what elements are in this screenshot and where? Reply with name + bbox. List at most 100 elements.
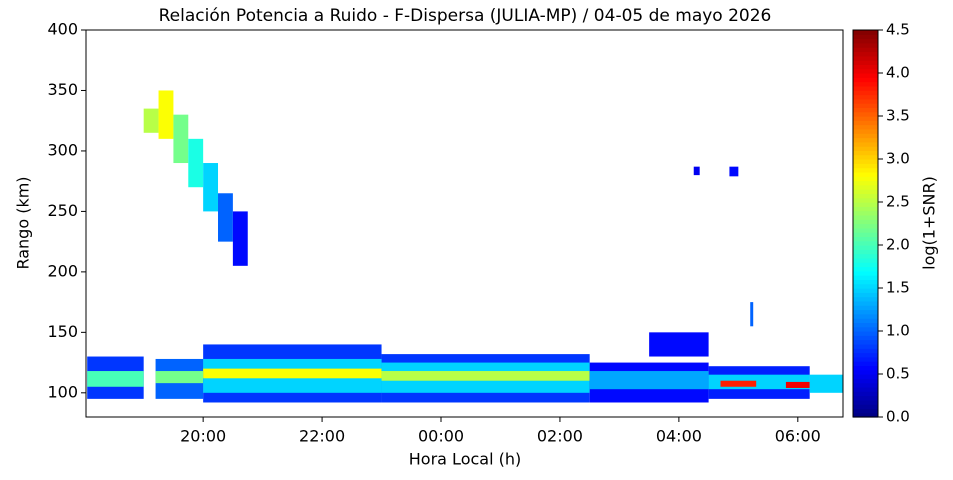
heatmap-cell <box>589 371 709 390</box>
colorbar-step <box>853 64 878 70</box>
heatmap-cell <box>809 374 843 393</box>
y-tick-label: 200 <box>47 261 78 280</box>
colorbar-step <box>853 288 878 293</box>
heatmap-cell <box>143 108 159 133</box>
colorbar-step <box>853 154 878 160</box>
colorbar-step <box>853 137 878 143</box>
heatmap-cell <box>158 90 174 139</box>
colorbar-step <box>853 335 878 341</box>
heatmap-cell <box>649 332 709 357</box>
plot-area <box>87 90 843 403</box>
colorbar-tick-label: 0.0 <box>886 408 910 426</box>
colorbar-step <box>853 128 878 134</box>
x-tick-label: 00:00 <box>418 427 464 446</box>
colorbar-step <box>853 124 878 130</box>
colorbar-step <box>853 167 878 173</box>
heatmap-cell <box>87 371 144 387</box>
colorbar-step <box>853 141 878 147</box>
colorbar-step <box>853 318 878 323</box>
colorbar-step <box>853 219 878 225</box>
colorbar-step <box>853 270 878 276</box>
colorbar-step <box>853 348 878 354</box>
colorbar-step <box>853 279 878 285</box>
x-tick-label: 02:00 <box>537 427 583 446</box>
colorbar-step <box>853 227 878 233</box>
colorbar-step <box>853 180 878 186</box>
colorbar-step <box>853 193 878 199</box>
colorbar-step <box>853 378 878 384</box>
colorbar-step <box>853 68 878 74</box>
colorbar-step <box>853 412 878 418</box>
colorbar-step <box>853 60 878 65</box>
colorbar-step <box>853 111 878 117</box>
colorbar-step <box>853 232 878 237</box>
colorbar-tick-label: 1.5 <box>886 279 910 297</box>
colorbar-step <box>853 42 878 48</box>
x-tick-label: 22:00 <box>299 427 345 446</box>
colorbar-step <box>853 326 878 332</box>
colorbar-step <box>853 146 878 151</box>
colorbar-step <box>853 361 878 366</box>
colorbar-step <box>853 399 878 405</box>
chart-title: Relación Potencia a Ruido - F-Dispersa (… <box>159 6 772 26</box>
colorbar-step <box>853 395 878 401</box>
colorbar-step <box>853 257 878 263</box>
colorbar-step <box>853 202 878 207</box>
colorbar-tick-label: 3.0 <box>886 150 910 168</box>
colorbar-tick-label: 4.0 <box>886 64 910 82</box>
plot-frame <box>85 29 844 418</box>
colorbar-step <box>853 77 878 83</box>
colorbar-step <box>853 34 878 40</box>
colorbar-step <box>853 38 878 44</box>
colorbar-step <box>853 283 878 289</box>
y-tick-label: 350 <box>47 80 78 99</box>
colorbar-step <box>853 210 878 216</box>
colorbar-step <box>853 339 878 345</box>
colorbar-step <box>853 189 878 194</box>
colorbar-step <box>853 253 878 259</box>
heatmap-cell <box>381 371 590 381</box>
colorbar-step <box>853 331 878 336</box>
colorbar-step <box>853 322 878 328</box>
colorbar-step <box>853 391 878 397</box>
colorbar-step <box>853 197 878 203</box>
colorbar-label: log(1+SNR) <box>920 176 939 270</box>
colorbar-step <box>853 176 878 182</box>
colorbar-step <box>853 55 878 61</box>
colorbar-step <box>853 275 878 280</box>
x-tick-label: 04:00 <box>656 427 702 446</box>
colorbar-tick-label: 1.0 <box>886 322 910 340</box>
colorbar-step <box>853 81 878 87</box>
colorbar-step <box>853 266 878 272</box>
colorbar-step <box>853 51 878 57</box>
y-tick-label: 300 <box>47 140 78 159</box>
y-axis-label: Rango (km) <box>14 176 33 269</box>
colorbar-step <box>853 107 878 113</box>
colorbar-step <box>853 292 878 298</box>
colorbar-step <box>853 352 878 358</box>
y-tick-label: 250 <box>47 201 78 220</box>
heatmap-cell <box>693 166 700 176</box>
colorbar-step <box>853 150 878 156</box>
colorbar-step <box>853 103 878 108</box>
colorbar-tick-label: 4.5 <box>886 21 910 39</box>
colorbar-step <box>853 240 878 246</box>
colorbar-step <box>853 184 878 190</box>
colorbar-step <box>853 120 878 126</box>
colorbar-step <box>853 365 878 371</box>
y-tick-label: 400 <box>47 20 78 39</box>
heatmap-cell <box>729 166 739 177</box>
colorbar-step <box>853 305 878 311</box>
colorbar-step <box>853 300 878 306</box>
y-tick-label: 150 <box>47 322 78 341</box>
colorbar-tick-label: 3.5 <box>886 107 910 125</box>
colorbar-step <box>853 85 878 91</box>
colorbar-step <box>853 386 878 392</box>
colorbar-tick-label: 2.5 <box>886 193 910 211</box>
colorbar-step <box>853 313 878 319</box>
colorbar: 0.0 0.5 1.0 1.5 2.0 2.5 3.0 3.5 4.0 4.5 <box>853 21 910 426</box>
colorbar-step <box>853 171 878 177</box>
colorbar-step <box>853 249 878 255</box>
colorbar-step <box>853 94 878 100</box>
